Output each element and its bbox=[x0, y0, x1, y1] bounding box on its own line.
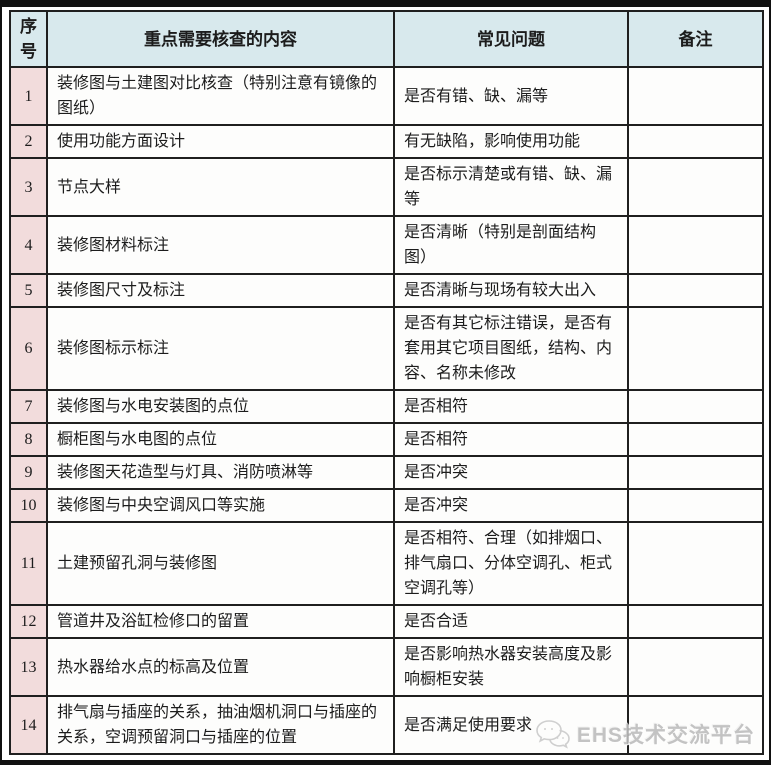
table-row: 8 橱柜图与水电图的点位 是否相符 bbox=[9, 422, 764, 457]
note-cell bbox=[627, 521, 764, 606]
serial-cell: 11 bbox=[9, 521, 48, 606]
issue-cell: 有无缺陷，影响使用功能 bbox=[393, 124, 629, 159]
column-header-content: 重点需要核查的内容 bbox=[46, 10, 395, 68]
serial-cell: 1 bbox=[9, 66, 48, 126]
content-cell: 节点大样 bbox=[46, 157, 395, 217]
issue-cell: 是否冲突 bbox=[393, 488, 629, 523]
table-row: 12 管道井及浴缸检修口的留置 是否合适 bbox=[9, 604, 764, 639]
issue-cell: 是否相符、合理（如排烟口、排气扇口、分体空调孔、柜式空调孔等） bbox=[393, 521, 629, 606]
issue-cell: 是否冲突 bbox=[393, 455, 629, 490]
content-cell: 装修图材料标注 bbox=[46, 215, 395, 275]
serial-cell: 3 bbox=[9, 157, 48, 217]
content-cell: 管道井及浴缸检修口的留置 bbox=[46, 604, 395, 639]
note-cell bbox=[627, 66, 764, 126]
note-cell bbox=[627, 215, 764, 275]
content-cell: 装修图与水电安装图的点位 bbox=[46, 389, 395, 424]
header-row: 序号 重点需要核查的内容 常见问题 备注 bbox=[9, 10, 764, 68]
table-row: 1 装修图与土建图对比核查（特别注意有镜像的图纸） 是否有错、缺、漏等 bbox=[9, 66, 764, 126]
table-body: 1 装修图与土建图对比核查（特别注意有镜像的图纸） 是否有错、缺、漏等 2 使用… bbox=[9, 66, 764, 755]
content-cell: 装修图天花造型与灯具、消防喷淋等 bbox=[46, 455, 395, 490]
note-cell bbox=[627, 488, 764, 523]
table-row: 3 节点大样 是否标示清楚或有错、缺、漏等 bbox=[9, 157, 764, 217]
content-cell: 装修图标示标注 bbox=[46, 306, 395, 391]
issue-cell: 是否有错、缺、漏等 bbox=[393, 66, 629, 126]
serial-cell: 2 bbox=[9, 124, 48, 159]
content-cell: 热水器给水点的标高及位置 bbox=[46, 637, 395, 697]
table-row: 14 排气扇与插座的关系，抽油烟机洞口与插座的关系，空调预留洞口与插座的位置 是… bbox=[9, 695, 764, 755]
table-row: 2 使用功能方面设计 有无缺陷，影响使用功能 bbox=[9, 124, 764, 159]
issue-cell: 是否清晰与现场有较大出入 bbox=[393, 273, 629, 308]
inspection-checklist-table: 序号 重点需要核查的内容 常见问题 备注 1 装修图与土建图对比核查（特别注意有… bbox=[9, 10, 764, 755]
table-row: 7 装修图与水电安装图的点位 是否相符 bbox=[9, 389, 764, 424]
issue-cell: 是否满足使用要求 bbox=[393, 695, 629, 755]
note-cell bbox=[627, 637, 764, 697]
table-header: 序号 重点需要核查的内容 常见问题 备注 bbox=[9, 10, 764, 68]
issue-cell: 是否合适 bbox=[393, 604, 629, 639]
content-cell: 土建预留孔洞与装修图 bbox=[46, 521, 395, 606]
serial-cell: 9 bbox=[9, 455, 48, 490]
issue-cell: 是否相符 bbox=[393, 422, 629, 457]
note-cell bbox=[627, 695, 764, 755]
column-header-note: 备注 bbox=[627, 10, 764, 68]
content-cell: 装修图与土建图对比核查（特别注意有镜像的图纸） bbox=[46, 66, 395, 126]
table-row: 13 热水器给水点的标高及位置 是否影响热水器安装高度及影响橱柜安装 bbox=[9, 637, 764, 697]
column-header-serial: 序号 bbox=[9, 10, 48, 68]
serial-cell: 6 bbox=[9, 306, 48, 391]
issue-cell: 是否影响热水器安装高度及影响橱柜安装 bbox=[393, 637, 629, 697]
content-cell: 装修图与中央空调风口等实施 bbox=[46, 488, 395, 523]
issue-cell: 是否相符 bbox=[393, 389, 629, 424]
serial-cell: 7 bbox=[9, 389, 48, 424]
serial-cell: 5 bbox=[9, 273, 48, 308]
issue-cell: 是否有其它标注错误，是否有套用其它项目图纸，结构、内容、名称未修改 bbox=[393, 306, 629, 391]
content-cell: 排气扇与插座的关系，抽油烟机洞口与插座的关系，空调预留洞口与插座的位置 bbox=[46, 695, 395, 755]
serial-cell: 10 bbox=[9, 488, 48, 523]
note-cell bbox=[627, 157, 764, 217]
note-cell bbox=[627, 604, 764, 639]
note-cell bbox=[627, 455, 764, 490]
issue-cell: 是否标示清楚或有错、缺、漏等 bbox=[393, 157, 629, 217]
note-cell bbox=[627, 124, 764, 159]
content-cell: 装修图尺寸及标注 bbox=[46, 273, 395, 308]
table-row: 6 装修图标示标注 是否有其它标注错误，是否有套用其它项目图纸，结构、内容、名称… bbox=[9, 306, 764, 391]
serial-cell: 14 bbox=[9, 695, 48, 755]
serial-cell: 13 bbox=[9, 637, 48, 697]
table-row: 10 装修图与中央空调风口等实施 是否冲突 bbox=[9, 488, 764, 523]
table-row: 9 装修图天花造型与灯具、消防喷淋等 是否冲突 bbox=[9, 455, 764, 490]
issue-cell: 是否清晰（特别是剖面结构图） bbox=[393, 215, 629, 275]
note-cell bbox=[627, 273, 764, 308]
note-cell bbox=[627, 422, 764, 457]
table-row: 11 土建预留孔洞与装修图 是否相符、合理（如排烟口、排气扇口、分体空调孔、柜式… bbox=[9, 521, 764, 606]
serial-cell: 8 bbox=[9, 422, 48, 457]
table-row: 5 装修图尺寸及标注 是否清晰与现场有较大出入 bbox=[9, 273, 764, 308]
note-cell bbox=[627, 306, 764, 391]
content-cell: 橱柜图与水电图的点位 bbox=[46, 422, 395, 457]
serial-cell: 12 bbox=[9, 604, 48, 639]
column-header-issue: 常见问题 bbox=[393, 10, 629, 68]
table-row: 4 装修图材料标注 是否清晰（特别是剖面结构图） bbox=[9, 215, 764, 275]
serial-cell: 4 bbox=[9, 215, 48, 275]
note-cell bbox=[627, 389, 764, 424]
content-cell: 使用功能方面设计 bbox=[46, 124, 395, 159]
